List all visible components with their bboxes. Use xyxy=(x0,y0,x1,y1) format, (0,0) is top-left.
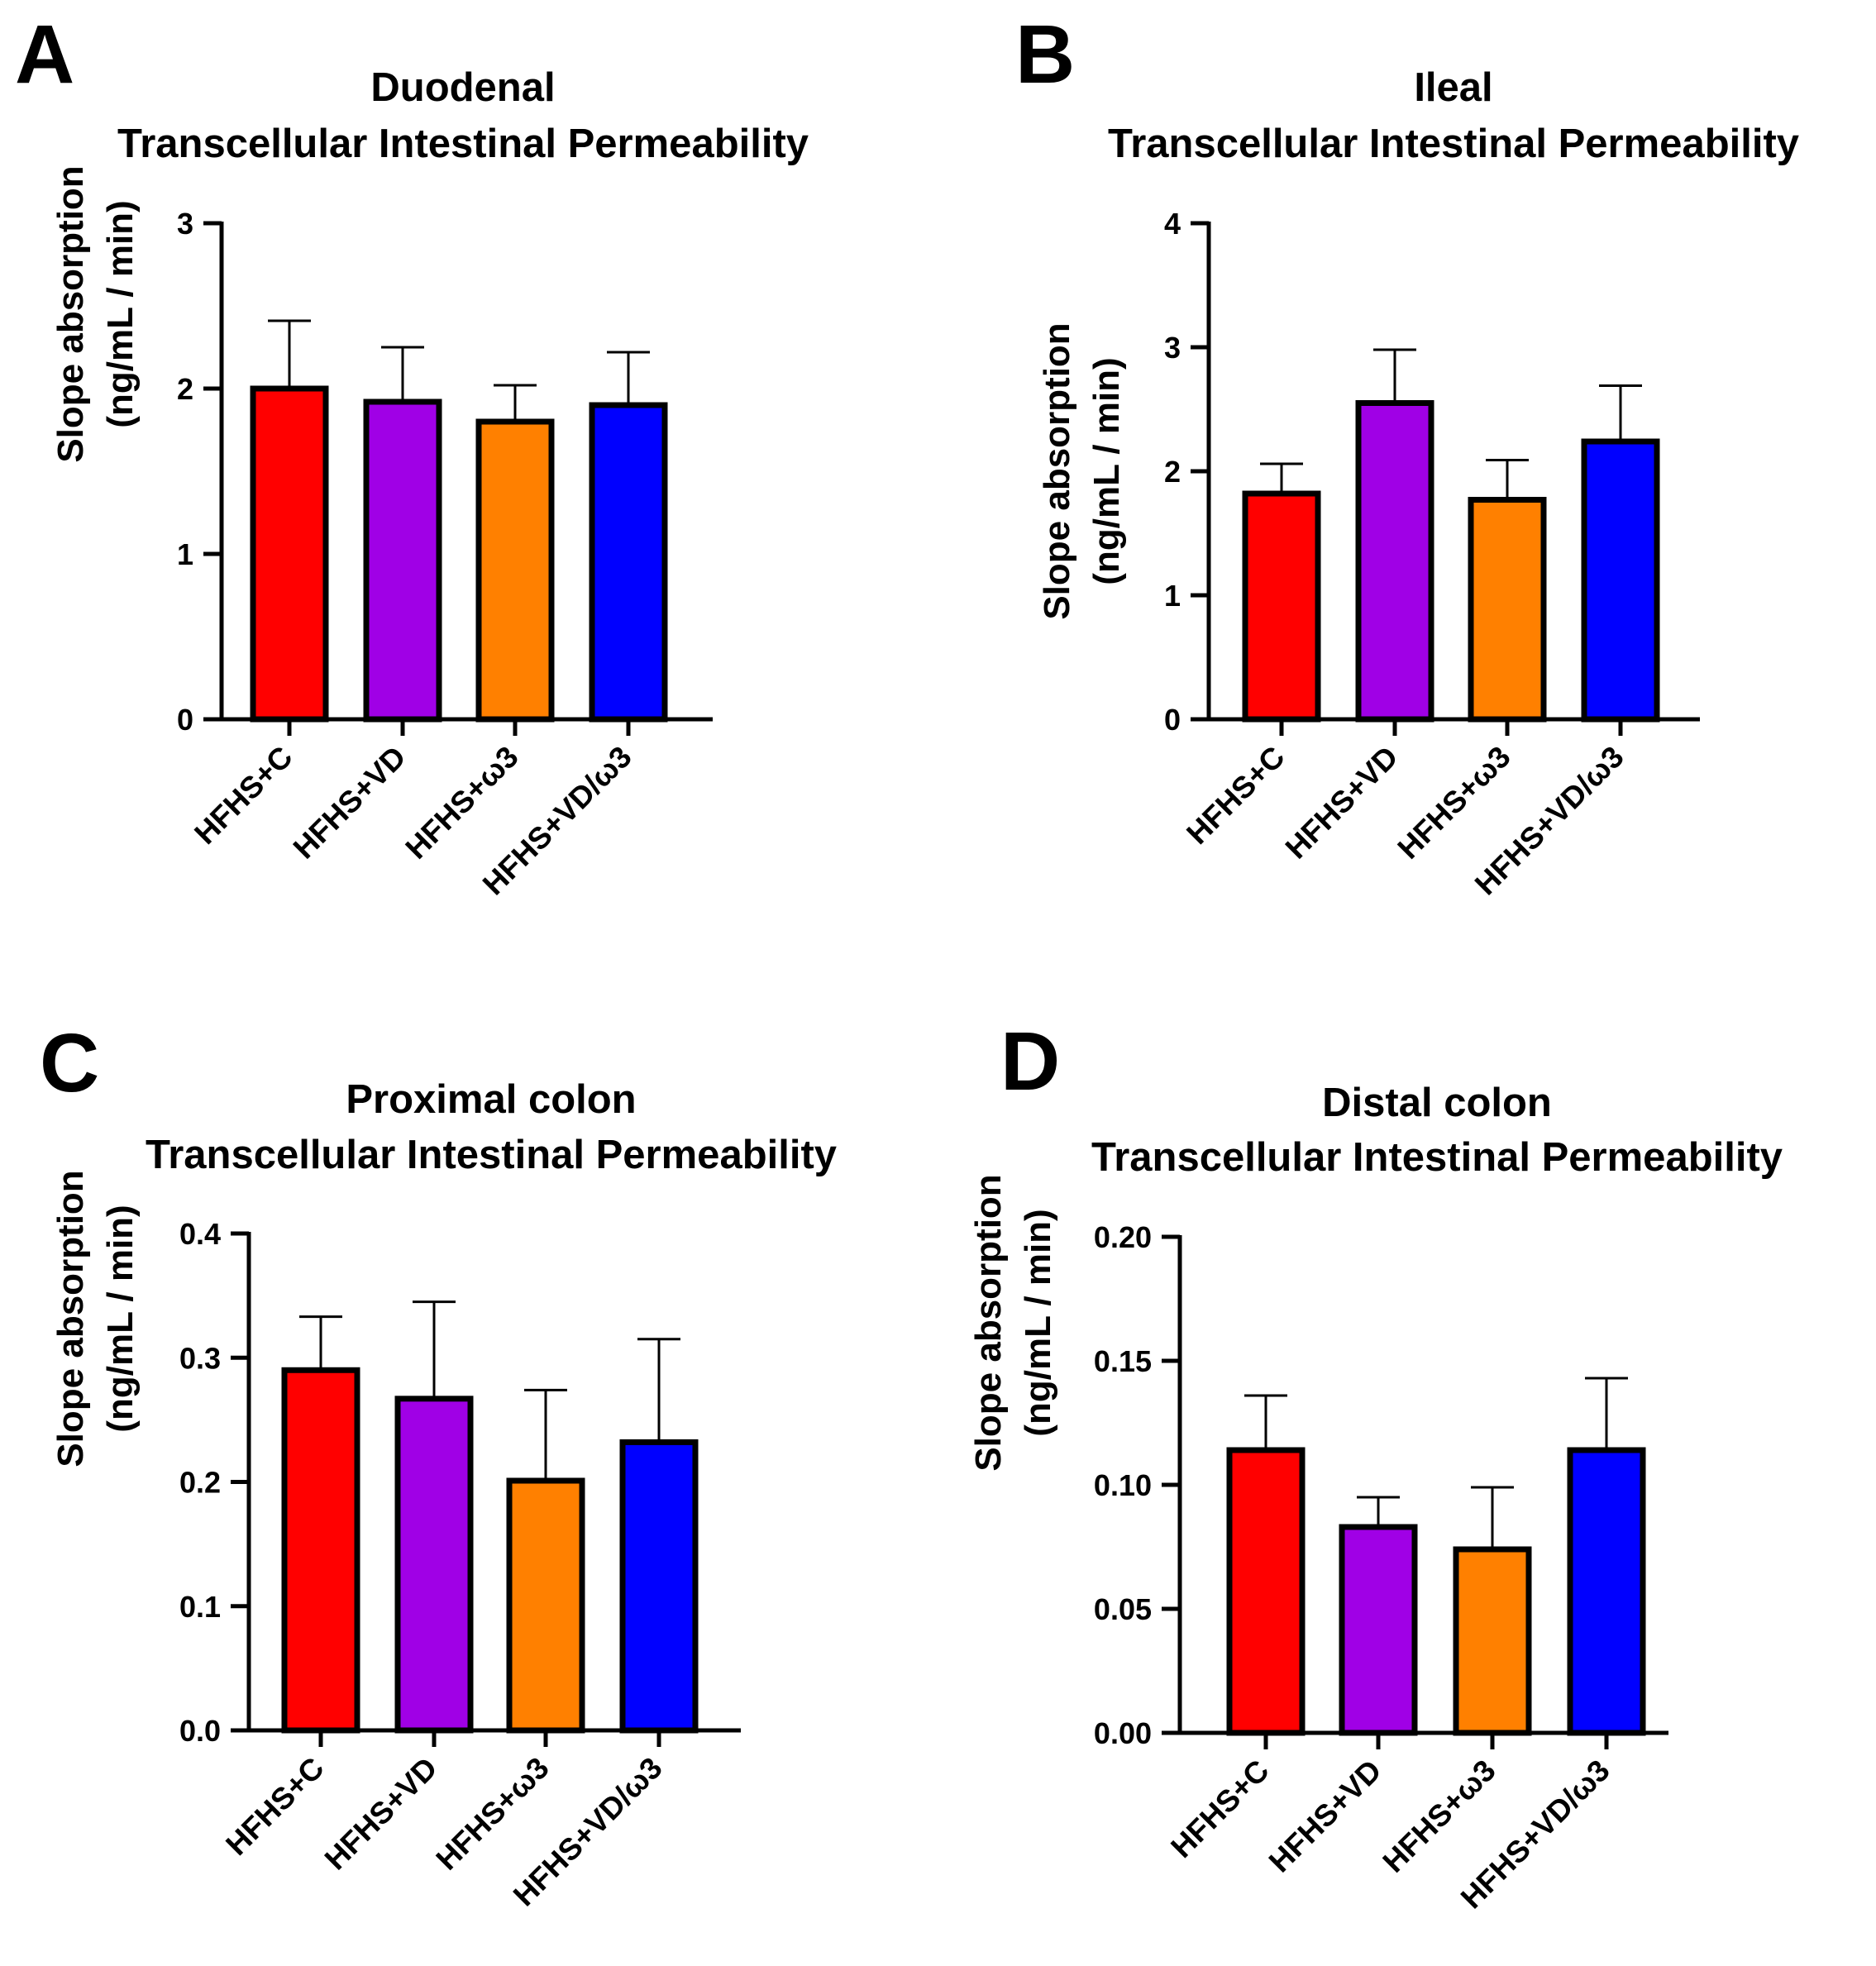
y-tick-label: 2 xyxy=(1164,455,1181,489)
y-axis-label: Slope absorption xyxy=(50,165,91,462)
chart-title: Duodenal xyxy=(370,65,555,110)
y-tick-label: 0.2 xyxy=(179,1466,221,1500)
x-category-label: HFHS+C xyxy=(1180,740,1291,851)
y-tick-label: 0.05 xyxy=(1094,1592,1152,1626)
x-category-label: HFHS+ω3 xyxy=(1391,740,1517,866)
y-tick-label: 0.0 xyxy=(179,1714,221,1748)
panel-letter: D xyxy=(1000,1015,1060,1108)
y-axis-label: Slope absorption xyxy=(50,1170,91,1467)
chart-title: Proximal colon xyxy=(346,1077,636,1122)
x-category-label: HFHS+ω3 xyxy=(1377,1754,1502,1879)
chart-panel-a: A Duodenal Transcellular Intestinal Permea… xyxy=(15,8,809,901)
y-tick-label: 0 xyxy=(177,703,193,737)
y-tick-label: 0.00 xyxy=(1094,1716,1152,1750)
panel-letter: C xyxy=(40,1017,99,1109)
chart-title: Ileal xyxy=(1414,65,1492,110)
x-category-label: HFHS+ω3 xyxy=(430,1751,556,1877)
y-tick-label: 0 xyxy=(1164,703,1181,737)
y-tick-label: 4 xyxy=(1164,207,1181,241)
bar xyxy=(506,1477,585,1734)
y-tick-label: 0.1 xyxy=(179,1590,221,1624)
y-tick-label: 0.4 xyxy=(179,1217,221,1251)
y-tick-label: 1 xyxy=(177,537,193,571)
chart-subtitle: Transcellular Intestinal Permeability xyxy=(117,122,809,166)
panel-letter: B xyxy=(1015,8,1075,101)
y-tick-label: 3 xyxy=(1164,331,1181,365)
bar xyxy=(363,398,442,723)
bar xyxy=(1226,1447,1306,1736)
y-tick-label: 2 xyxy=(177,372,193,406)
bar xyxy=(1468,497,1547,723)
bar xyxy=(250,385,329,723)
y-tick-label: 1 xyxy=(1164,579,1181,613)
bar xyxy=(1242,490,1321,723)
y-axis-label: Slope absorption xyxy=(1037,322,1077,619)
bar xyxy=(1567,1447,1646,1736)
y-tick-label: 0.3 xyxy=(179,1341,221,1375)
bar xyxy=(1339,1524,1418,1736)
chart-panel-c: C Proximal colon Transcellular Intestinal … xyxy=(40,1017,837,1912)
bar xyxy=(1453,1546,1532,1736)
chart-panel-b: B Ileal Transcellular Intestinal Permeabil… xyxy=(1015,8,1799,901)
panel-letter: A xyxy=(15,8,74,101)
x-category-label: HFHS+C xyxy=(1164,1754,1275,1864)
y-axis-label: Slope absorption xyxy=(968,1174,1009,1471)
x-category-label: HFHS+C xyxy=(188,740,298,851)
y-tick-label: 0.20 xyxy=(1094,1220,1152,1254)
bar xyxy=(619,1439,699,1734)
bar xyxy=(1581,438,1660,723)
x-category-label: HFHS+VD xyxy=(1263,1754,1388,1879)
bar xyxy=(589,402,668,723)
chart-panel-d: D Distal colon Transcellular Intestinal Pe… xyxy=(968,1015,1783,1915)
x-category-label: HFHS+VD xyxy=(318,1751,444,1877)
y-axis-label-units: (ng/mL / min) xyxy=(1086,357,1127,585)
x-category-label: HFHS+VD xyxy=(287,740,413,866)
chart-subtitle: Transcellular Intestinal Permeability xyxy=(146,1133,837,1177)
chart-title: Distal colon xyxy=(1322,1081,1552,1125)
bar xyxy=(394,1396,474,1734)
chart-subtitle: Transcellular Intestinal Permeability xyxy=(1108,122,1799,166)
y-tick-label: 3 xyxy=(177,207,193,241)
y-tick-label: 0.10 xyxy=(1094,1468,1152,1502)
x-category-label: HFHS+ω3 xyxy=(399,740,525,866)
x-category-label: HFHS+C xyxy=(219,1751,330,1862)
y-axis-label-units: (ng/mL / min) xyxy=(100,1205,141,1432)
y-axis-label-units: (ng/mL / min) xyxy=(1018,1209,1058,1436)
y-axis-label-units: (ng/mL / min) xyxy=(100,200,141,427)
y-tick-label: 0.15 xyxy=(1094,1344,1152,1378)
chart-subtitle: Transcellular Intestinal Permeability xyxy=(1091,1135,1783,1180)
bar xyxy=(475,418,555,723)
bar xyxy=(281,1367,360,1734)
bar xyxy=(1355,400,1434,723)
x-category-label: HFHS+VD xyxy=(1279,740,1405,866)
